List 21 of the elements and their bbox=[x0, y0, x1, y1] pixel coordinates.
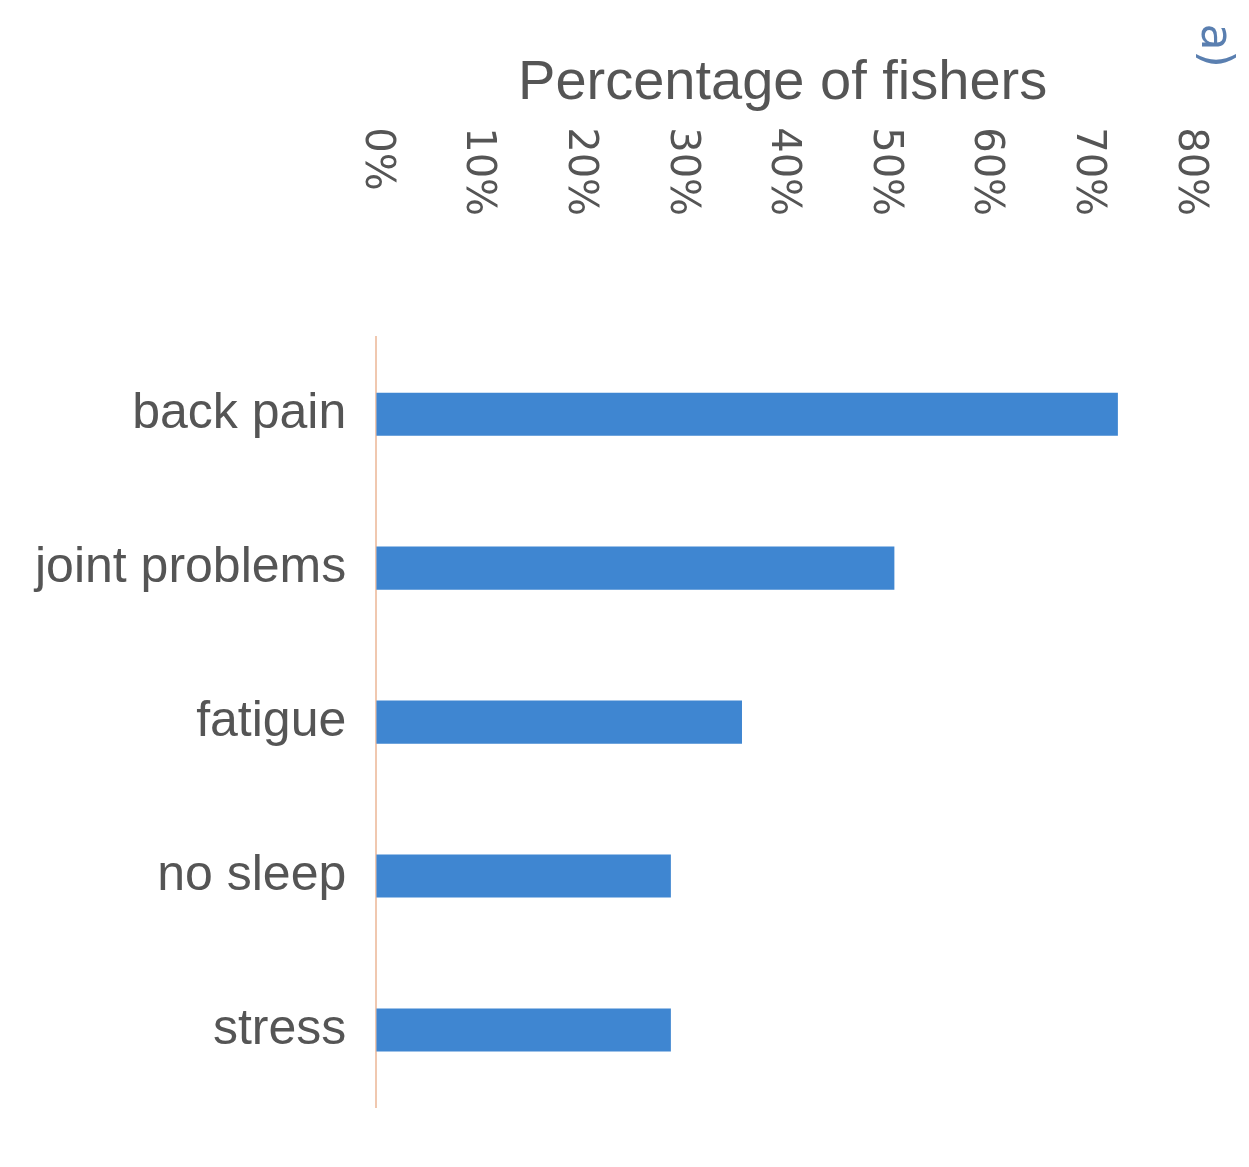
x-tick-label: 20% bbox=[560, 127, 607, 217]
x-tick-label: 10% bbox=[458, 127, 505, 217]
x-axis-title: Percentage of fishers bbox=[518, 48, 1048, 112]
bar bbox=[376, 392, 1118, 436]
bar bbox=[376, 1008, 671, 1052]
x-tick-label: 50% bbox=[864, 127, 911, 217]
bar bbox=[376, 700, 742, 744]
text: a) bbox=[1191, 23, 1243, 68]
x-tick-label: 60% bbox=[966, 127, 1013, 217]
y-tick-label: stress bbox=[212, 998, 347, 1055]
y-tick-label: joint problems bbox=[32, 536, 347, 593]
x-tick-label: 80% bbox=[1169, 127, 1216, 217]
y-tick-label: back pain bbox=[132, 382, 347, 439]
x-tick-label: 30% bbox=[661, 127, 708, 217]
bar bbox=[376, 546, 895, 590]
x-tick-label: 40% bbox=[763, 127, 810, 217]
x-tick-label: 0% bbox=[356, 127, 403, 191]
y-tick-label: no sleep bbox=[157, 844, 347, 901]
bar bbox=[376, 854, 671, 898]
y-tick-label: fatigue bbox=[196, 690, 347, 747]
x-tick-label: 70% bbox=[1068, 127, 1115, 217]
